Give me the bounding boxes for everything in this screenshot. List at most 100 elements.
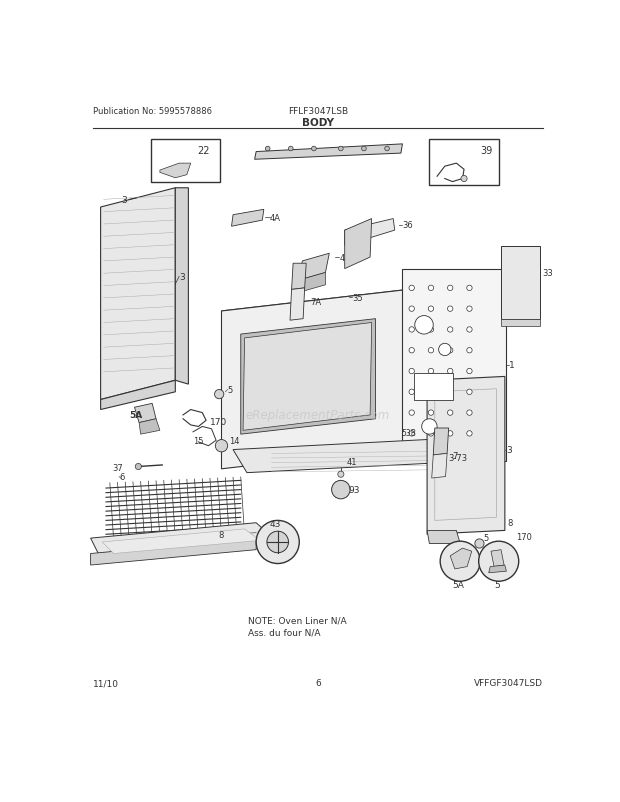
Polygon shape: [501, 319, 539, 327]
Circle shape: [338, 472, 344, 478]
Polygon shape: [427, 531, 460, 544]
Text: 53B: 53B: [401, 428, 416, 438]
Polygon shape: [243, 323, 371, 431]
Circle shape: [422, 419, 437, 435]
Text: 5A: 5A: [129, 411, 143, 420]
Polygon shape: [298, 273, 326, 293]
Text: 4: 4: [339, 253, 345, 262]
Text: 15: 15: [193, 436, 203, 445]
Text: 8: 8: [507, 519, 513, 528]
Circle shape: [467, 390, 472, 395]
Text: 6: 6: [315, 678, 321, 687]
Circle shape: [409, 369, 414, 375]
Circle shape: [135, 464, 141, 470]
Text: 43: 43: [270, 520, 281, 529]
Circle shape: [428, 327, 433, 333]
Circle shape: [361, 147, 366, 152]
Circle shape: [428, 431, 433, 436]
Circle shape: [312, 147, 316, 152]
Polygon shape: [422, 289, 464, 480]
Polygon shape: [450, 549, 472, 569]
Circle shape: [409, 390, 414, 395]
Circle shape: [415, 316, 433, 334]
Polygon shape: [139, 419, 160, 435]
Polygon shape: [433, 428, 449, 456]
Text: 39: 39: [480, 146, 492, 156]
Circle shape: [332, 480, 350, 499]
Text: 22: 22: [197, 146, 210, 156]
Text: 5: 5: [228, 386, 233, 395]
Text: 170: 170: [516, 533, 531, 541]
Text: 3: 3: [507, 445, 512, 455]
Polygon shape: [91, 538, 256, 565]
Text: 3-73: 3-73: [449, 453, 467, 462]
Circle shape: [467, 286, 472, 291]
Polygon shape: [298, 254, 329, 281]
Circle shape: [428, 390, 433, 395]
Polygon shape: [175, 188, 188, 385]
Circle shape: [428, 411, 433, 415]
Circle shape: [428, 369, 433, 375]
Text: 170: 170: [210, 417, 227, 426]
Circle shape: [409, 348, 414, 354]
Polygon shape: [102, 529, 260, 554]
Polygon shape: [160, 164, 191, 179]
Text: 3: 3: [179, 273, 185, 282]
Text: 7A: 7A: [310, 298, 321, 307]
Bar: [414, 373, 453, 400]
Polygon shape: [432, 454, 447, 479]
Circle shape: [475, 539, 484, 549]
Text: 36: 36: [402, 221, 413, 230]
Text: 3: 3: [122, 196, 127, 205]
Text: 4A: 4A: [270, 213, 281, 222]
Polygon shape: [100, 381, 175, 410]
Circle shape: [385, 147, 389, 152]
Polygon shape: [221, 289, 464, 346]
Circle shape: [479, 541, 519, 581]
Circle shape: [467, 306, 472, 312]
Text: 8: 8: [218, 530, 224, 539]
Circle shape: [409, 286, 414, 291]
Text: 93: 93: [348, 485, 360, 495]
Polygon shape: [91, 523, 273, 554]
Bar: [151, 140, 220, 182]
Text: Publication No: 5995578886: Publication No: 5995578886: [93, 107, 212, 116]
Polygon shape: [221, 289, 422, 469]
Text: Ass. du four N/A: Ass. du four N/A: [249, 628, 321, 637]
Circle shape: [409, 431, 414, 436]
Text: VFFGF3047LSD: VFFGF3047LSD: [474, 678, 542, 687]
Bar: [430, 140, 498, 186]
Circle shape: [438, 344, 451, 356]
Circle shape: [461, 176, 467, 182]
Polygon shape: [491, 550, 504, 567]
Circle shape: [428, 348, 433, 354]
Circle shape: [409, 411, 414, 415]
Text: eReplacementParts.com: eReplacementParts.com: [246, 409, 390, 422]
Text: 5: 5: [484, 533, 489, 542]
Polygon shape: [489, 565, 507, 573]
Circle shape: [267, 532, 288, 553]
Circle shape: [288, 147, 293, 152]
Polygon shape: [255, 144, 402, 160]
Text: 5: 5: [494, 580, 500, 589]
Text: FFLF3047LSB: FFLF3047LSB: [288, 107, 348, 116]
Circle shape: [448, 348, 453, 354]
Text: 1: 1: [508, 361, 515, 370]
Circle shape: [448, 327, 453, 333]
Polygon shape: [241, 319, 376, 435]
Text: BODY: BODY: [302, 118, 334, 128]
Polygon shape: [231, 210, 264, 227]
Text: 6: 6: [119, 472, 125, 481]
Polygon shape: [135, 404, 156, 423]
Text: 14: 14: [229, 436, 240, 445]
Circle shape: [467, 369, 472, 375]
Text: 35: 35: [352, 294, 363, 302]
Circle shape: [256, 520, 299, 564]
Circle shape: [448, 306, 453, 312]
Text: NOTE: Oven Liner N/A: NOTE: Oven Liner N/A: [249, 616, 347, 626]
Polygon shape: [291, 264, 306, 290]
Polygon shape: [427, 377, 505, 535]
Circle shape: [448, 431, 453, 436]
Circle shape: [467, 327, 472, 333]
Text: 37: 37: [112, 464, 123, 472]
